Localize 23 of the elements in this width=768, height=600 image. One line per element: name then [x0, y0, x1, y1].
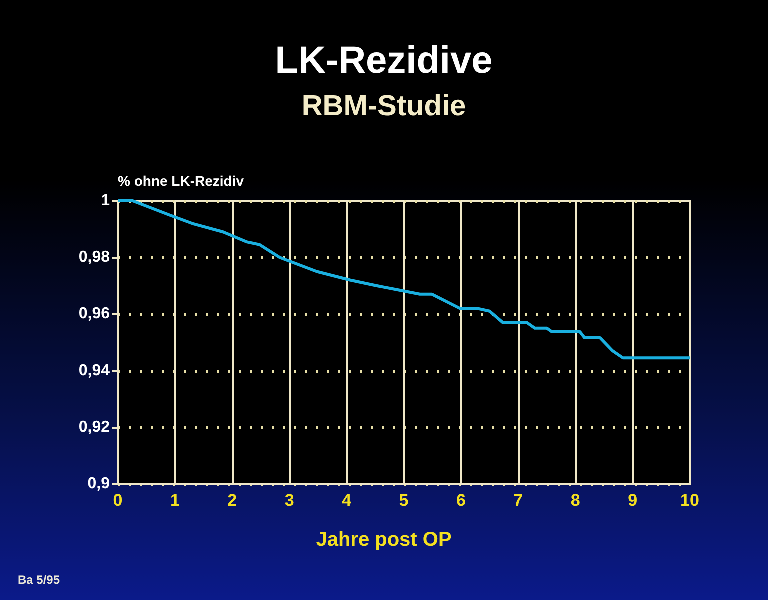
x-tick-label: 4 — [342, 491, 352, 510]
x-tick-label: 3 — [284, 491, 294, 510]
x-tick-label: 1 — [170, 491, 180, 510]
x-tick-label: 5 — [399, 491, 409, 510]
x-tick-label: 9 — [628, 491, 638, 510]
y-axis-title: % ohne LK-Rezidiv — [118, 173, 244, 189]
x-tick-label: 0 — [113, 491, 123, 510]
text: Ba 5/95 — [18, 573, 60, 587]
y-tick-label: 0,92 — [78, 418, 110, 436]
y-tick-label: 0,94 — [78, 362, 110, 380]
x-tick-label: 2 — [228, 491, 238, 510]
chart-title: LK-Rezidive — [275, 40, 493, 82]
x-tick-label: 7 — [514, 491, 524, 510]
x-tick-label: 6 — [456, 491, 466, 510]
chart-subtitle: RBM-Studie — [302, 90, 466, 122]
y-tick-label: 0,98 — [78, 249, 110, 266]
y-tick-label: 1 — [101, 192, 110, 210]
y-tick-label: 0,96 — [78, 306, 110, 323]
x-tick-label: 8 — [570, 491, 580, 510]
line-series — [116, 200, 692, 360]
x-axis-title: Jahre post OP — [316, 529, 452, 551]
x-tick-label: 10 — [680, 491, 700, 510]
y-tick-label: 0,9 — [88, 476, 110, 492]
